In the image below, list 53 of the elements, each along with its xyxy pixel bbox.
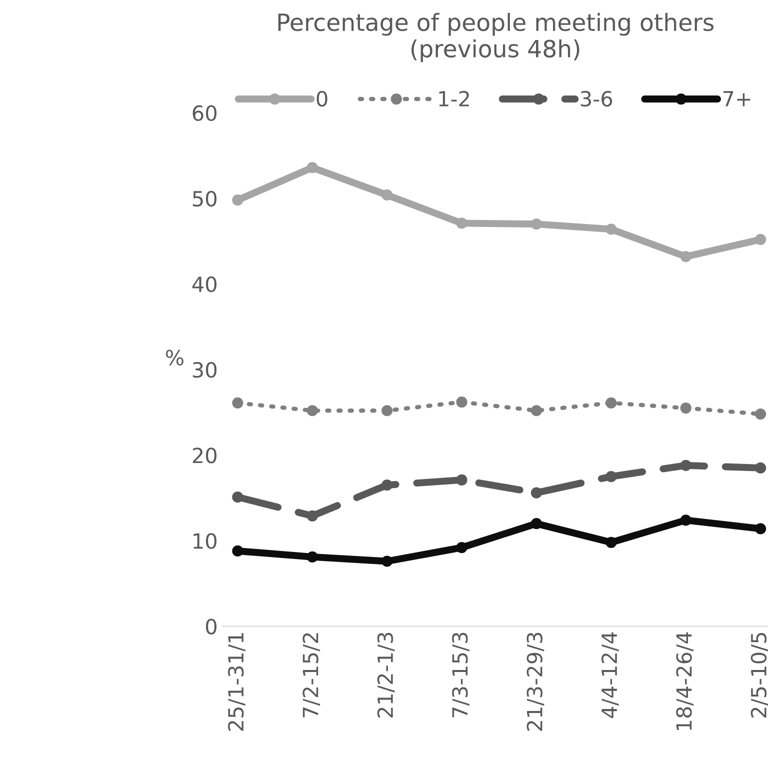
point [754,408,766,420]
point [680,402,692,414]
point [306,162,318,174]
point [680,251,692,262]
point [606,397,617,408]
point [754,234,766,246]
x-tick-label: 25/1-31/1 [228,633,246,731]
point [306,510,318,522]
point [680,460,692,471]
point [456,542,468,554]
point [754,462,766,474]
point [456,396,468,408]
y-tick-label: 60 [192,105,216,122]
point [530,218,542,230]
y-tick-label: 50 [192,190,216,207]
point [232,492,244,503]
point [306,551,318,563]
point [530,487,542,498]
y-tick-label: 40 [192,276,216,292]
y-tick-label: 0 [206,618,216,634]
point [530,405,542,416]
legend-label: 1-2 [439,90,469,106]
y-axis-title: % [166,350,184,366]
point [606,536,617,548]
point [606,224,617,235]
x-tick-label: 7/2-15/2 [302,633,320,718]
x-tick-label: 18/4-26/4 [676,632,694,730]
point [232,194,244,206]
point [381,405,393,416]
point [232,545,244,557]
x-tick-label: 21/3-29/3 [526,632,544,731]
point [232,397,244,408]
point [456,474,468,486]
point [606,470,617,482]
point [381,480,393,491]
point [530,518,542,530]
y-tick-label: 30 [192,362,216,378]
legend-label: 0 [316,90,328,107]
point [680,514,692,526]
y-tick-label: 10 [194,533,216,549]
x-tick-label: 4/4-12/4 [601,632,619,718]
legend-label: 3-6 [580,90,612,107]
point [381,556,393,567]
point [306,405,318,416]
x-tick-label: 7/3-15/3 [452,632,470,718]
legend-label: 7+ [723,91,750,106]
x-tick-label: 2/5-10/5 [750,632,768,718]
chart-title: Percentage of people meeting others (previous 48h) [278,12,714,62]
x-tick-label: 21/2-1/3 [377,632,395,718]
point [456,218,468,229]
point [381,189,393,201]
y-tick-label: 20 [192,448,216,464]
point [754,523,766,534]
